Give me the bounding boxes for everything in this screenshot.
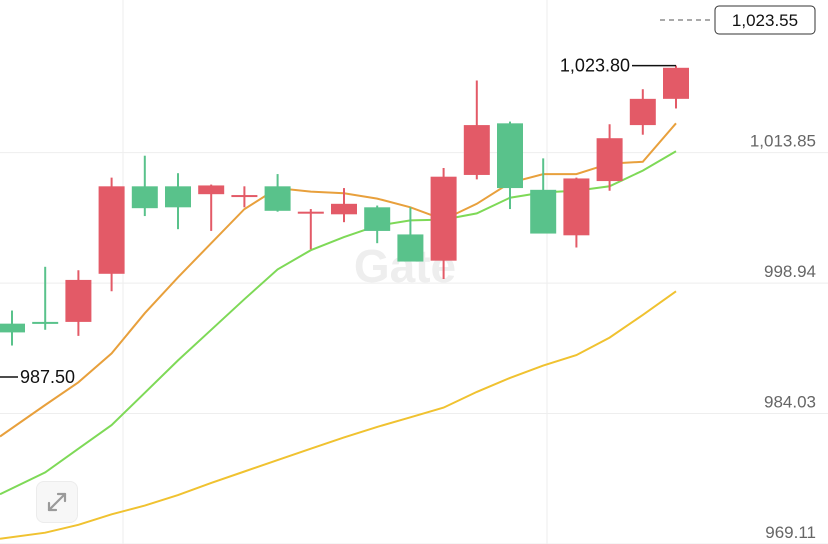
max-price-label: 1,023.80: [560, 56, 630, 76]
candle-1: [32, 266, 59, 330]
min-price-label: 987.50: [20, 367, 75, 387]
candle-11: [364, 205, 391, 244]
candle-3: [98, 177, 125, 292]
candle-7: [231, 186, 258, 208]
candle-body-5: [165, 186, 191, 208]
expand-chart-button[interactable]: [36, 481, 78, 523]
candle-body-3: [98, 186, 125, 274]
candle-body-19: [629, 98, 656, 126]
candle-6: [198, 184, 225, 231]
candle-14: [463, 80, 490, 180]
candle-body-14: [463, 125, 490, 175]
candle-body-13: [430, 176, 457, 261]
candle-body-8: [264, 186, 291, 211]
candle-5: [165, 173, 191, 230]
candle-body-10: [331, 203, 357, 215]
candle-body-16: [530, 189, 557, 234]
candle-body-6: [198, 185, 225, 195]
candle-body-1: [32, 321, 59, 324]
candle-body-11: [364, 207, 391, 231]
y-tick-label-2: 984.03: [764, 392, 816, 411]
candle-12: [397, 207, 424, 262]
candle-body-15: [497, 123, 523, 189]
last-price-tag: [714, 5, 816, 35]
candle-2: [65, 270, 92, 336]
candle-9: [297, 209, 324, 250]
candle-4: [131, 155, 158, 217]
candle-body-4: [131, 186, 158, 209]
candle-17: [563, 177, 590, 248]
candle-body-2: [65, 279, 92, 322]
last-price-label: 1,023.55: [732, 11, 798, 30]
candle-18: [596, 124, 623, 191]
y-tick-label-1: 998.94: [764, 262, 816, 281]
candle-8: [264, 174, 291, 212]
candle-16: [530, 158, 557, 234]
candle-10: [331, 188, 357, 223]
candle-body-7: [231, 195, 258, 198]
y-axis-ticks: 1,013.85 998.94 984.03 969.11: [750, 132, 816, 542]
y-tick-label-0: 1,013.85: [750, 132, 816, 151]
candle-body-0: [0, 323, 25, 333]
candle-20: [663, 65, 689, 109]
candle-body-20: [663, 67, 689, 99]
y-tick-label-3: 969.11: [765, 523, 816, 542]
candle-19: [629, 89, 656, 135]
candles: [0, 65, 689, 346]
ma-line-0: [0, 122, 677, 438]
annotations: 1,023.80 987.50 1,023.55: [0, 5, 816, 387]
candle-body-17: [563, 178, 590, 236]
candle-body-9: [297, 211, 324, 214]
candle-15: [497, 121, 523, 210]
ma-line-2: [0, 290, 677, 540]
candle-body-12: [397, 234, 424, 262]
candle-13: [430, 167, 457, 280]
expand-arrows-icon: [47, 492, 67, 512]
candle-0: [0, 310, 25, 346]
candle-body-18: [596, 138, 623, 182]
